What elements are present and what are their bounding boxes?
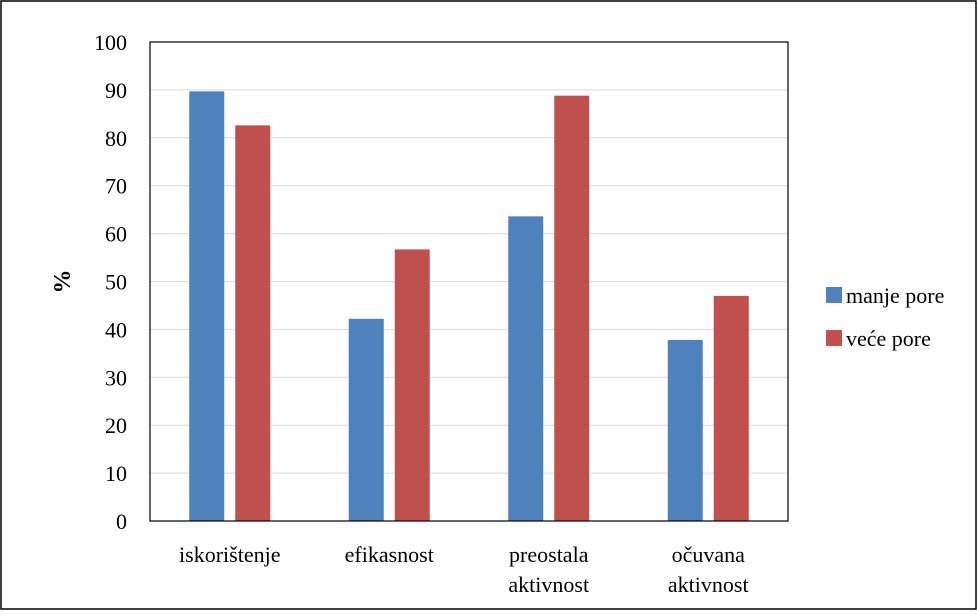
bar	[394, 249, 430, 522]
legend-label: veće pore	[846, 326, 931, 351]
y-tick-label: 60	[105, 222, 127, 247]
y-tick-label: 50	[105, 270, 127, 295]
y-axis-title: %	[50, 270, 76, 294]
bar	[554, 95, 590, 521]
y-tick-label: 40	[105, 317, 127, 342]
x-tick-label: preostala aktivnost	[508, 542, 589, 597]
y-tick-label: 20	[105, 413, 127, 438]
legend-swatch	[826, 287, 842, 303]
bars	[189, 91, 749, 522]
bar	[667, 339, 703, 521]
legend-swatch	[826, 330, 842, 346]
y-tick-label: 70	[105, 174, 127, 199]
y-tick-label: 0	[116, 509, 127, 534]
x-tick-label: očuvana aktivnost	[668, 542, 749, 597]
y-axis-ticks: 0 10 20 30 40 50 60 70 80 90 100	[94, 30, 127, 534]
y-tick-label: 10	[105, 461, 127, 486]
bar	[348, 318, 384, 521]
y-tick-label: 100	[94, 30, 127, 55]
x-tick-label: efikasnost	[345, 542, 434, 567]
y-tick-label: 30	[105, 365, 127, 390]
x-axis-ticks: iskorištenje efikasnost preostala aktivnost…	[179, 542, 749, 597]
bar	[235, 125, 271, 521]
bar	[508, 216, 544, 521]
bar	[713, 295, 749, 521]
legend: manje pore veće pore	[826, 283, 944, 351]
plot-area-frame	[149, 41, 789, 522]
legend-label: manje pore	[846, 283, 944, 308]
x-tick-label: iskorištenje	[179, 542, 280, 567]
bar	[189, 91, 225, 521]
y-tick-label: 90	[105, 78, 127, 103]
y-tick-label: 80	[105, 126, 127, 151]
